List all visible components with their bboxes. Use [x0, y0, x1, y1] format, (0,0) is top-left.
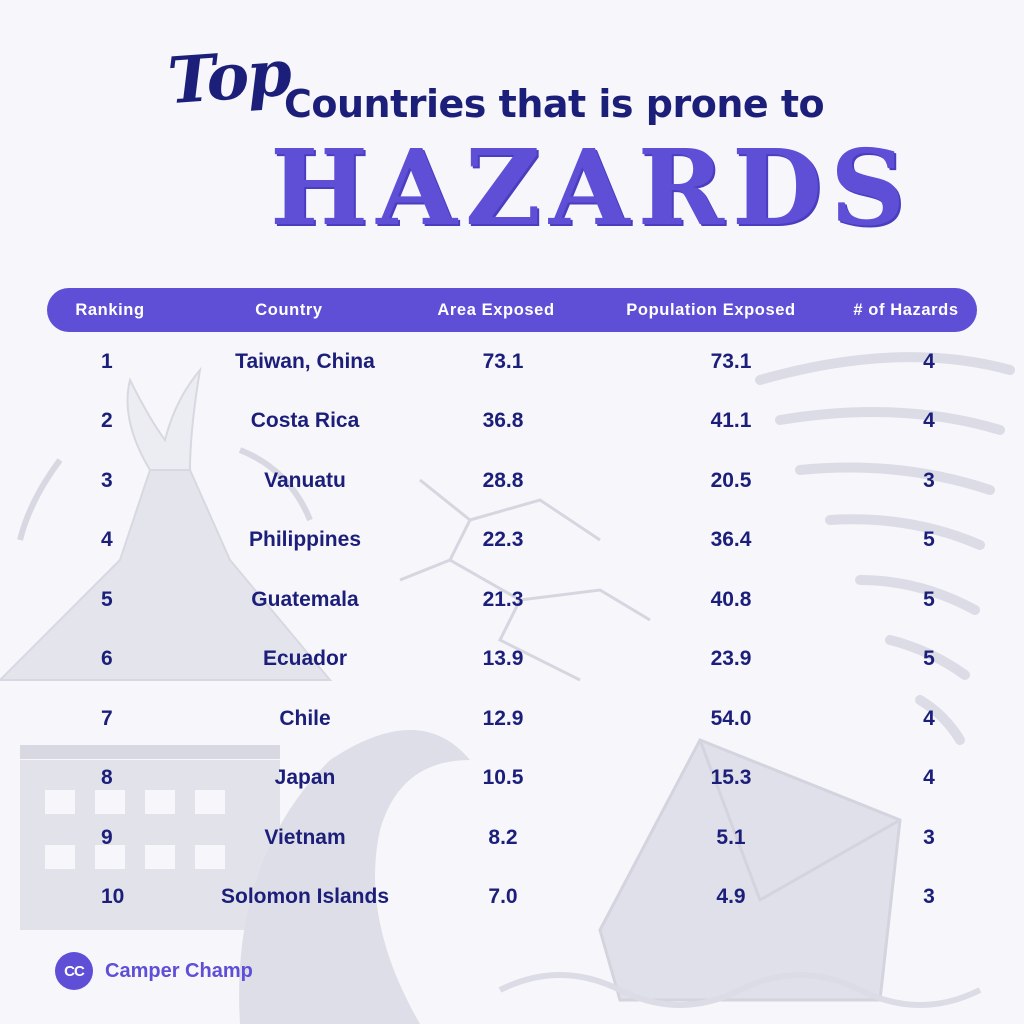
table-row: 2 Costa Rica 36.8 41.1 4: [47, 392, 977, 452]
cell-country: Chile: [279, 706, 331, 730]
tsunami-wave-illustration: [239, 730, 470, 1024]
cell-area-exposed: 28.8: [482, 468, 524, 492]
cell-hazards-count: 3: [923, 468, 935, 492]
cell-country: Vietnam: [264, 825, 346, 849]
cell-country: Solomon Islands: [220, 885, 390, 909]
cell-ranking: 8: [101, 766, 113, 790]
title-hazards-word: HAZARDS: [270, 126, 914, 249]
cell-hazards-count: 4: [923, 409, 935, 433]
cell-country: Costa Rica: [250, 409, 360, 433]
table-row: 6 Ecuador 13.9 23.9 5: [47, 630, 977, 690]
cell-population-exposed: 40.8: [710, 587, 752, 611]
cell-population-exposed: 41.1: [710, 409, 752, 433]
cell-hazards-count: 5: [923, 528, 935, 552]
table-row: 5 Guatemala 21.3 40.8 5: [47, 570, 977, 630]
cell-country: Taiwan, China: [235, 349, 375, 373]
hazards-table: Ranking Country Area Exposed Population …: [47, 288, 977, 927]
volcano-illustration: [0, 366, 333, 681]
cell-area-exposed: 10.5: [482, 766, 524, 790]
table-row: 7 Chile 12.9 54.0 4: [47, 689, 977, 749]
header-area-exposed: Area Exposed: [437, 300, 555, 319]
cell-population-exposed: 4.9: [716, 885, 746, 909]
header-hazards-count: # of Hazards: [853, 300, 959, 319]
title-subtitle: Countries that is prone to: [284, 82, 825, 126]
cell-area-exposed: 8.2: [488, 825, 518, 849]
cell-country: Japan: [274, 766, 336, 790]
cell-hazards-count: 5: [923, 647, 935, 671]
cell-area-exposed: 21.3: [482, 587, 524, 611]
cell-hazards-count: 3: [923, 885, 935, 909]
header-ranking: Ranking: [75, 300, 145, 319]
cell-ranking: 3: [101, 468, 113, 492]
cell-area-exposed: 12.9: [482, 706, 524, 730]
cell-area-exposed: 13.9: [482, 647, 524, 671]
cell-country: Vanuatu: [264, 468, 346, 492]
table-header: Ranking Country Area Exposed Population …: [47, 288, 977, 332]
cell-population-exposed: 73.1: [710, 349, 752, 373]
brand-logo: CC: [55, 952, 93, 990]
cell-ranking: 2: [101, 409, 113, 433]
cell-population-exposed: 15.3: [710, 766, 752, 790]
table-row: 4 Philippines 22.3 36.4 5: [47, 511, 977, 571]
cell-ranking: 5: [101, 587, 113, 611]
cell-country: Ecuador: [262, 647, 348, 671]
building-illustration: [20, 745, 280, 930]
brand-name: Camper Champ: [105, 959, 253, 982]
cell-ranking: 10: [101, 885, 125, 909]
tornado-illustration: [755, 352, 1015, 745]
cell-hazards-count: 4: [923, 766, 935, 790]
cell-population-exposed: 5.1: [716, 825, 746, 849]
cell-country: Guatemala: [251, 587, 359, 611]
cell-ranking: 7: [101, 706, 113, 730]
cell-area-exposed: 22.3: [482, 528, 524, 552]
table-row: 1 Taiwan, China 73.1 73.1 4: [47, 332, 977, 392]
table-row: 9 Vietnam 8.2 5.1 3: [47, 808, 977, 868]
cell-hazards-count: 3: [923, 825, 935, 849]
title-top-word: Top: [165, 35, 293, 120]
table-row: 10 Solomon Islands 7.0 4.9 3: [47, 868, 977, 928]
cell-hazards-count: 4: [923, 706, 935, 730]
cell-ranking: 4: [101, 528, 113, 552]
cell-hazards-count: 5: [923, 587, 935, 611]
cell-population-exposed: 36.4: [710, 528, 752, 552]
cell-area-exposed: 36.8: [482, 409, 524, 433]
header-country: Country: [255, 300, 323, 319]
cell-area-exposed: 7.0: [488, 885, 518, 909]
cell-country: Philippines: [248, 528, 361, 552]
table-row: 8 Japan 10.5 15.3 4: [47, 749, 977, 809]
header-population-exposed: Population Exposed: [626, 300, 796, 319]
table-row: 3 Vanuatu 28.8 20.5 3: [47, 451, 977, 511]
brand: CC Camper Champ: [55, 952, 253, 990]
cell-hazards-count: 4: [923, 349, 935, 373]
cell-population-exposed: 20.5: [710, 468, 752, 492]
cell-ranking: 9: [101, 825, 113, 849]
table-body: 1 Taiwan, China 73.1 73.1 4 2 Costa Rica 36.8 41…: [47, 332, 977, 927]
cell-population-exposed: 54.0: [710, 706, 752, 730]
cell-area-exposed: 73.1: [482, 349, 524, 373]
cell-population-exposed: 23.9: [710, 647, 752, 671]
cell-ranking: 1: [101, 349, 113, 373]
earthquake-crack-illustration: [399, 478, 651, 682]
flooded-house-illustration: [598, 738, 902, 1002]
flood-water-illustration: [498, 972, 982, 1008]
cell-ranking: 6: [101, 647, 113, 671]
